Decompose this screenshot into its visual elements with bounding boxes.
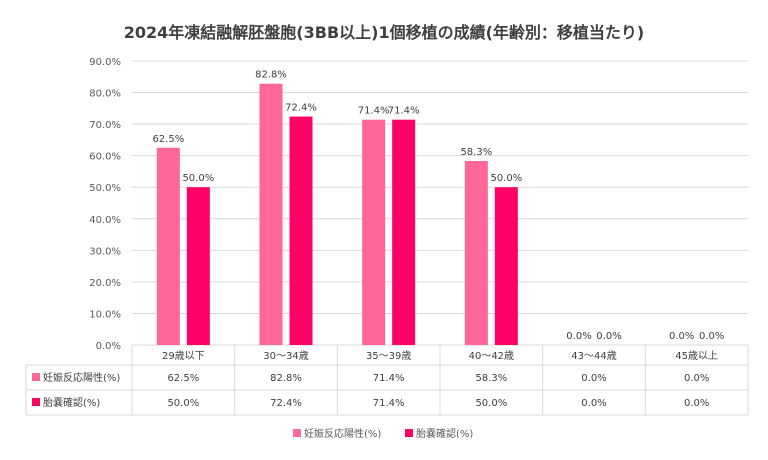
data-label: 0.0%: [596, 331, 621, 342]
data-label: 82.8%: [255, 70, 287, 81]
bar: [464, 161, 488, 345]
data-label: 0.0%: [669, 331, 694, 342]
chart-title: 2024年凍結融解胚盤胞(3BB以上)1個移植の成績(年齢別：移植当たり): [123, 23, 645, 42]
table-cell: 62.5%: [167, 373, 199, 384]
data-label: 0.0%: [566, 331, 591, 342]
table-cell: 0.0%: [684, 373, 709, 384]
y-tick-label: 20.0%: [89, 278, 121, 289]
table-cell: 71.4%: [373, 373, 405, 384]
category-label: 30～34歳: [263, 350, 308, 362]
data-label: 50.0%: [490, 173, 522, 184]
category-label: 35～39歳: [366, 350, 411, 362]
y-tick-label: 50.0%: [89, 183, 121, 194]
y-tick-label: 70.0%: [89, 120, 121, 131]
y-tick-label: 40.0%: [89, 215, 121, 226]
data-label: 71.4%: [388, 106, 420, 117]
category-label: 29歳以下: [162, 350, 205, 362]
y-tick-label: 0.0%: [96, 341, 121, 352]
data-label: 50.0%: [182, 173, 214, 184]
legend-key: [32, 373, 40, 381]
table-row-label: 胎嚢確認(%): [43, 396, 100, 409]
bar: [259, 83, 283, 345]
table-cell: 58.3%: [475, 373, 507, 384]
legend-label: 胎嚢確認(%): [416, 427, 473, 440]
legend-swatch: [405, 429, 413, 437]
table-cell: 50.0%: [167, 398, 199, 409]
table-cell: 50.0%: [475, 398, 507, 409]
table-cell: 0.0%: [684, 398, 709, 409]
data-label: 0.0%: [699, 331, 724, 342]
bar: [186, 187, 210, 345]
y-tick-label: 10.0%: [89, 309, 121, 320]
legend-label: 妊娠反応陽性(%): [304, 427, 381, 440]
y-tick-label: 90.0%: [89, 57, 121, 68]
table-cell: 0.0%: [581, 398, 606, 409]
category-label: 40～42歳: [469, 350, 514, 362]
bar: [392, 119, 416, 346]
y-tick-label: 80.0%: [89, 89, 121, 100]
bar: [362, 119, 386, 346]
table-cell: 71.4%: [373, 398, 405, 409]
table-cell: 82.8%: [270, 373, 302, 384]
legend-key: [32, 398, 40, 406]
category-label: 45歳以上: [675, 350, 718, 362]
bar: [156, 147, 180, 345]
table-row-label: 妊娠反応陽性(%): [43, 371, 120, 384]
data-label: 58.3%: [460, 147, 492, 158]
table-cell: 72.4%: [270, 398, 302, 409]
category-label: 43～44歳: [571, 350, 616, 362]
y-tick-label: 60.0%: [89, 152, 121, 163]
data-label: 62.5%: [152, 134, 184, 145]
y-tick-label: 30.0%: [89, 246, 121, 257]
bar: [289, 116, 313, 345]
legend-swatch: [293, 429, 301, 437]
data-label: 71.4%: [358, 106, 390, 117]
table-cell: 0.0%: [581, 373, 606, 384]
bar: [494, 187, 518, 345]
data-label: 72.4%: [285, 103, 317, 114]
